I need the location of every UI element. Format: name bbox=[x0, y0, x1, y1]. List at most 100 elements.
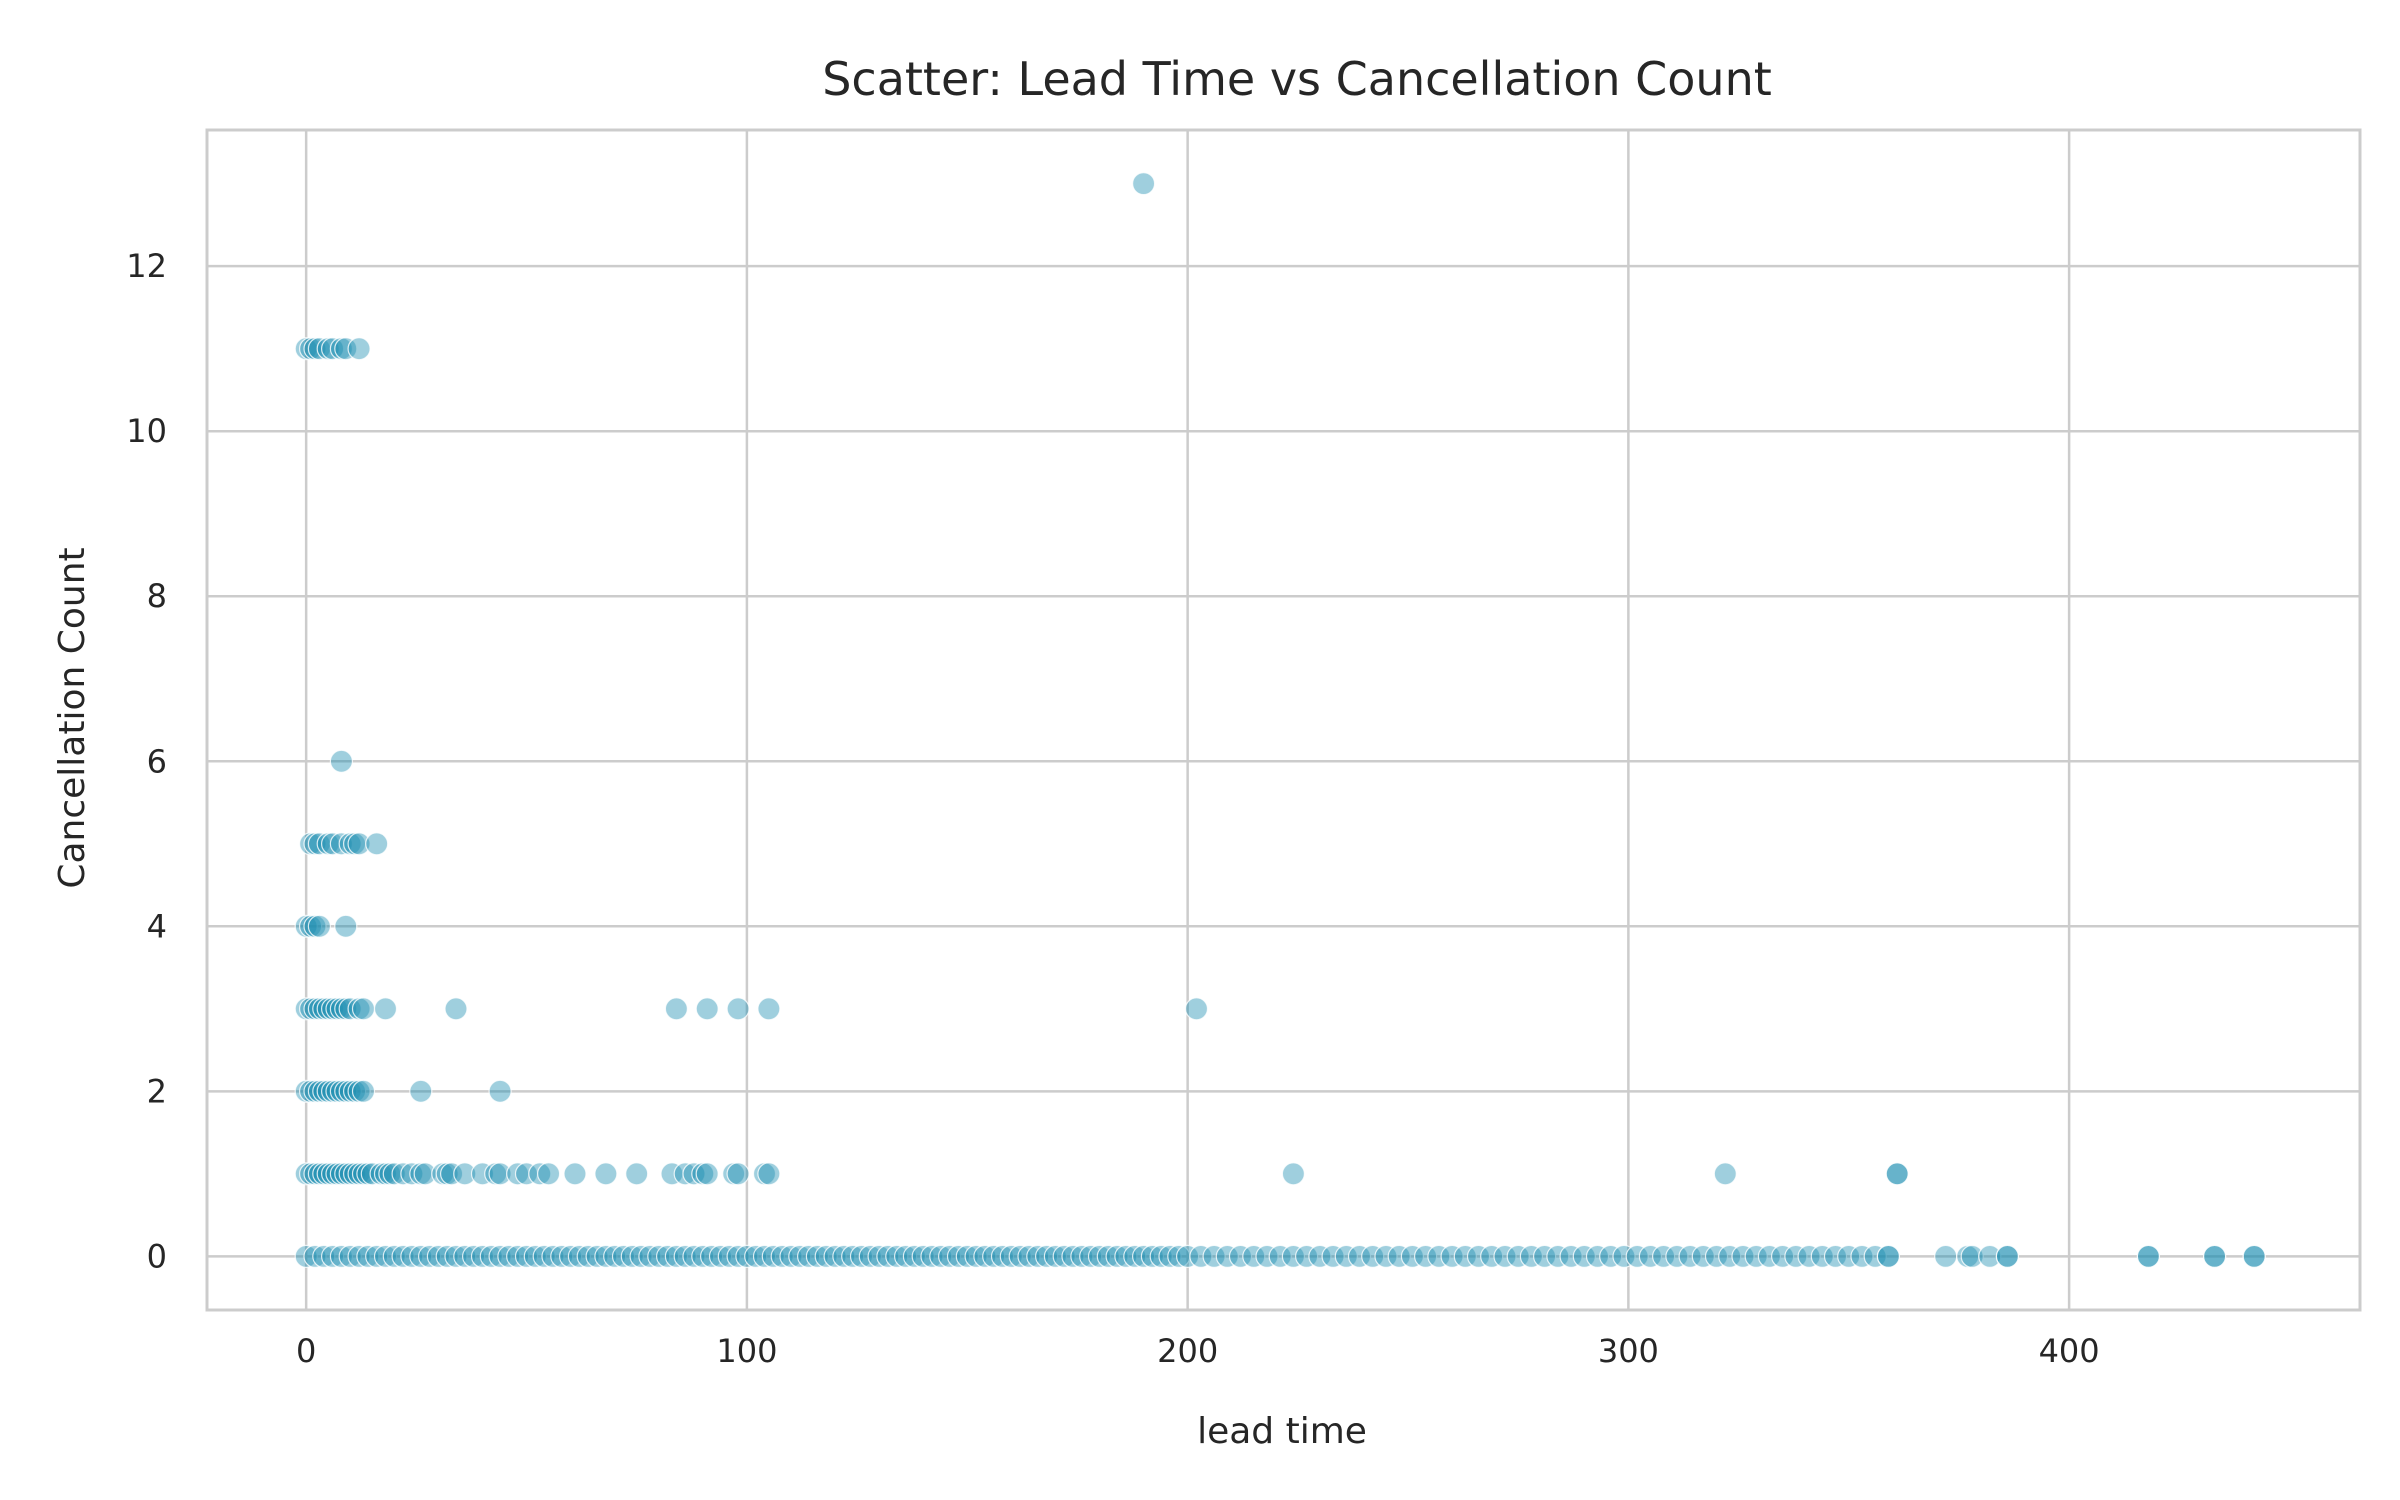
scatter-point bbox=[1506, 1244, 1530, 1269]
scatter-point bbox=[647, 1244, 671, 1269]
scatter-point bbox=[351, 1079, 376, 1103]
scatter-point bbox=[351, 997, 376, 1021]
scatter-point bbox=[682, 1244, 706, 1269]
scatter-point bbox=[1960, 1244, 1984, 1269]
scatter-point bbox=[1934, 1244, 1958, 1269]
scatter-point bbox=[321, 337, 345, 361]
scatter-point bbox=[1096, 1244, 1120, 1269]
scatter-point bbox=[1440, 1244, 1464, 1269]
scatter-point bbox=[1744, 1244, 1768, 1269]
scatter-point bbox=[1638, 1244, 1663, 1269]
scatter-point bbox=[2136, 1244, 2160, 1269]
scatter-point bbox=[1281, 1162, 1306, 1186]
scatter-point bbox=[1043, 1244, 1068, 1269]
scatter-point bbox=[770, 1244, 794, 1269]
scatter-point bbox=[673, 1244, 697, 1269]
scatter-point bbox=[382, 1162, 406, 1186]
scatter-point bbox=[567, 1244, 592, 1269]
scatter-point bbox=[779, 1244, 803, 1269]
scatter-point bbox=[1466, 1244, 1491, 1269]
scatter-point bbox=[2242, 1244, 2266, 1269]
scatter-point bbox=[823, 1244, 847, 1269]
scatter-point bbox=[1008, 1244, 1032, 1269]
scatter-point bbox=[1885, 1162, 1909, 1186]
scatter-point bbox=[1347, 1244, 1372, 1269]
scatter-point bbox=[1026, 1244, 1050, 1269]
scatter-point bbox=[682, 1162, 706, 1186]
scatter-point bbox=[1876, 1244, 1901, 1269]
scatter-point bbox=[373, 997, 398, 1021]
scatter-point bbox=[761, 1244, 785, 1269]
scatter-point bbox=[488, 1162, 512, 1186]
scatter-point bbox=[955, 1244, 979, 1269]
scatter-point bbox=[744, 1244, 768, 1269]
scatter-point bbox=[329, 832, 353, 856]
scatter-point bbox=[1546, 1244, 1570, 1269]
scatter-point bbox=[1731, 1244, 1755, 1269]
scatter-point bbox=[620, 1244, 644, 1269]
scatter-point bbox=[334, 337, 358, 361]
scatter-point bbox=[453, 1162, 477, 1186]
scatter-point bbox=[1281, 1244, 1306, 1269]
y-tick-label: 12 bbox=[126, 247, 167, 285]
scatter-point bbox=[479, 1244, 503, 1269]
scatter-point bbox=[1585, 1244, 1610, 1269]
scatter-point bbox=[1691, 1244, 1715, 1269]
scatter-point bbox=[664, 1244, 689, 1269]
scatter-point bbox=[585, 1244, 609, 1269]
scatter-point bbox=[307, 914, 331, 938]
scatter-point bbox=[1175, 1244, 1200, 1269]
scatter-point bbox=[532, 1244, 556, 1269]
scatter-point bbox=[1202, 1244, 1226, 1269]
scatter-point bbox=[523, 1244, 547, 1269]
scatter-point bbox=[757, 1162, 781, 1186]
scatter-point bbox=[303, 1244, 327, 1269]
scatter-point bbox=[1599, 1244, 1623, 1269]
scatter-point bbox=[426, 1244, 450, 1269]
scatter-point bbox=[440, 1162, 464, 1186]
scatter-point bbox=[937, 1244, 962, 1269]
scatter-point bbox=[1625, 1244, 1649, 1269]
scatter-point bbox=[409, 1079, 433, 1103]
scatter-point bbox=[849, 1244, 874, 1269]
scatter-point bbox=[382, 1244, 406, 1269]
scatter-point bbox=[1294, 1244, 1319, 1269]
scatter-point bbox=[1308, 1244, 1332, 1269]
y-tick-label: 4 bbox=[147, 907, 167, 945]
scatter-point bbox=[757, 997, 781, 1021]
scatter-point bbox=[347, 1244, 371, 1269]
scatter-point bbox=[788, 1244, 812, 1269]
scatter-point bbox=[550, 1244, 574, 1269]
scatter-point bbox=[365, 832, 389, 856]
scatter-point bbox=[1387, 1244, 1411, 1269]
scatter-point bbox=[1061, 1244, 1085, 1269]
scatter-point bbox=[1321, 1244, 1345, 1269]
scatter-point bbox=[563, 1162, 587, 1186]
scatter-point bbox=[982, 1244, 1006, 1269]
grid bbox=[207, 130, 2360, 1310]
scatter-point bbox=[629, 1244, 653, 1269]
y-tick-label: 6 bbox=[147, 742, 167, 780]
x-tick-label: 300 bbox=[1598, 1332, 1659, 1370]
scatter-point bbox=[444, 1244, 468, 1269]
scatter-point bbox=[1052, 1244, 1076, 1269]
scatter-point bbox=[708, 1244, 733, 1269]
scatter-point bbox=[814, 1244, 838, 1269]
scatter-point bbox=[832, 1244, 856, 1269]
scatter-point bbox=[1823, 1244, 1848, 1269]
scatter-point bbox=[964, 1244, 988, 1269]
scatter-point bbox=[946, 1244, 971, 1269]
scatter-point bbox=[1810, 1244, 1834, 1269]
scatter-point bbox=[717, 1244, 741, 1269]
scatter-point bbox=[329, 749, 353, 773]
scatter-point bbox=[488, 1244, 512, 1269]
x-tick-label: 0 bbox=[296, 1332, 316, 1370]
scatter-point bbox=[400, 1162, 424, 1186]
scatter-point bbox=[841, 1244, 865, 1269]
scatter-point bbox=[796, 1244, 821, 1269]
scatter-point bbox=[470, 1162, 495, 1186]
scatter-point bbox=[1158, 1244, 1182, 1269]
scatter-point bbox=[1189, 1244, 1213, 1269]
